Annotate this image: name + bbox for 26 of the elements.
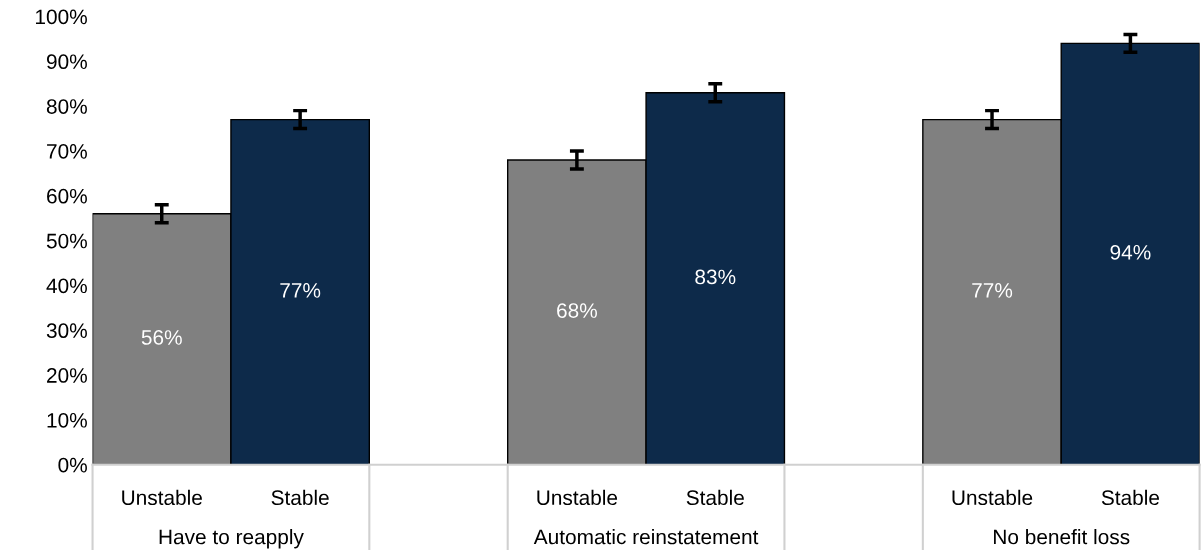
x-tick-label: Unstable [952,489,1033,506]
y-tick-label: 40% [46,278,87,294]
x-tick-label: Stable [686,489,744,506]
text: Have to reapply [159,529,304,549]
y-tick-label: 60% [47,188,87,204]
data-label: 77% [972,283,1013,298]
text: No benefit loss [994,529,1130,545]
x-tick-label: Unstable [537,489,618,506]
text: Automatic reinstatement [533,529,759,545]
y-tick-label: 100% [36,9,87,25]
data-label: 77% [280,283,321,298]
x-tick-label: Stable [271,489,329,506]
y-tick-label: 10% [47,412,87,428]
data-label: 68% [557,303,597,318]
data-label: 94% [1110,244,1151,260]
y-tick-label: 30% [46,323,87,339]
y-tick-label: 20% [47,368,87,383]
y-tick-label: 0% [58,457,87,473]
data-label: 56% [141,330,182,345]
data-label: 83% [695,269,736,285]
y-tick-label: 50% [46,233,87,249]
x-tick-label: Unstable [122,489,202,506]
y-tick-label: 70% [47,143,87,159]
y-tick-label: 80% [46,99,87,114]
x-tick-label: Stable [1101,489,1160,506]
y-tick-label: 90% [46,54,87,70]
